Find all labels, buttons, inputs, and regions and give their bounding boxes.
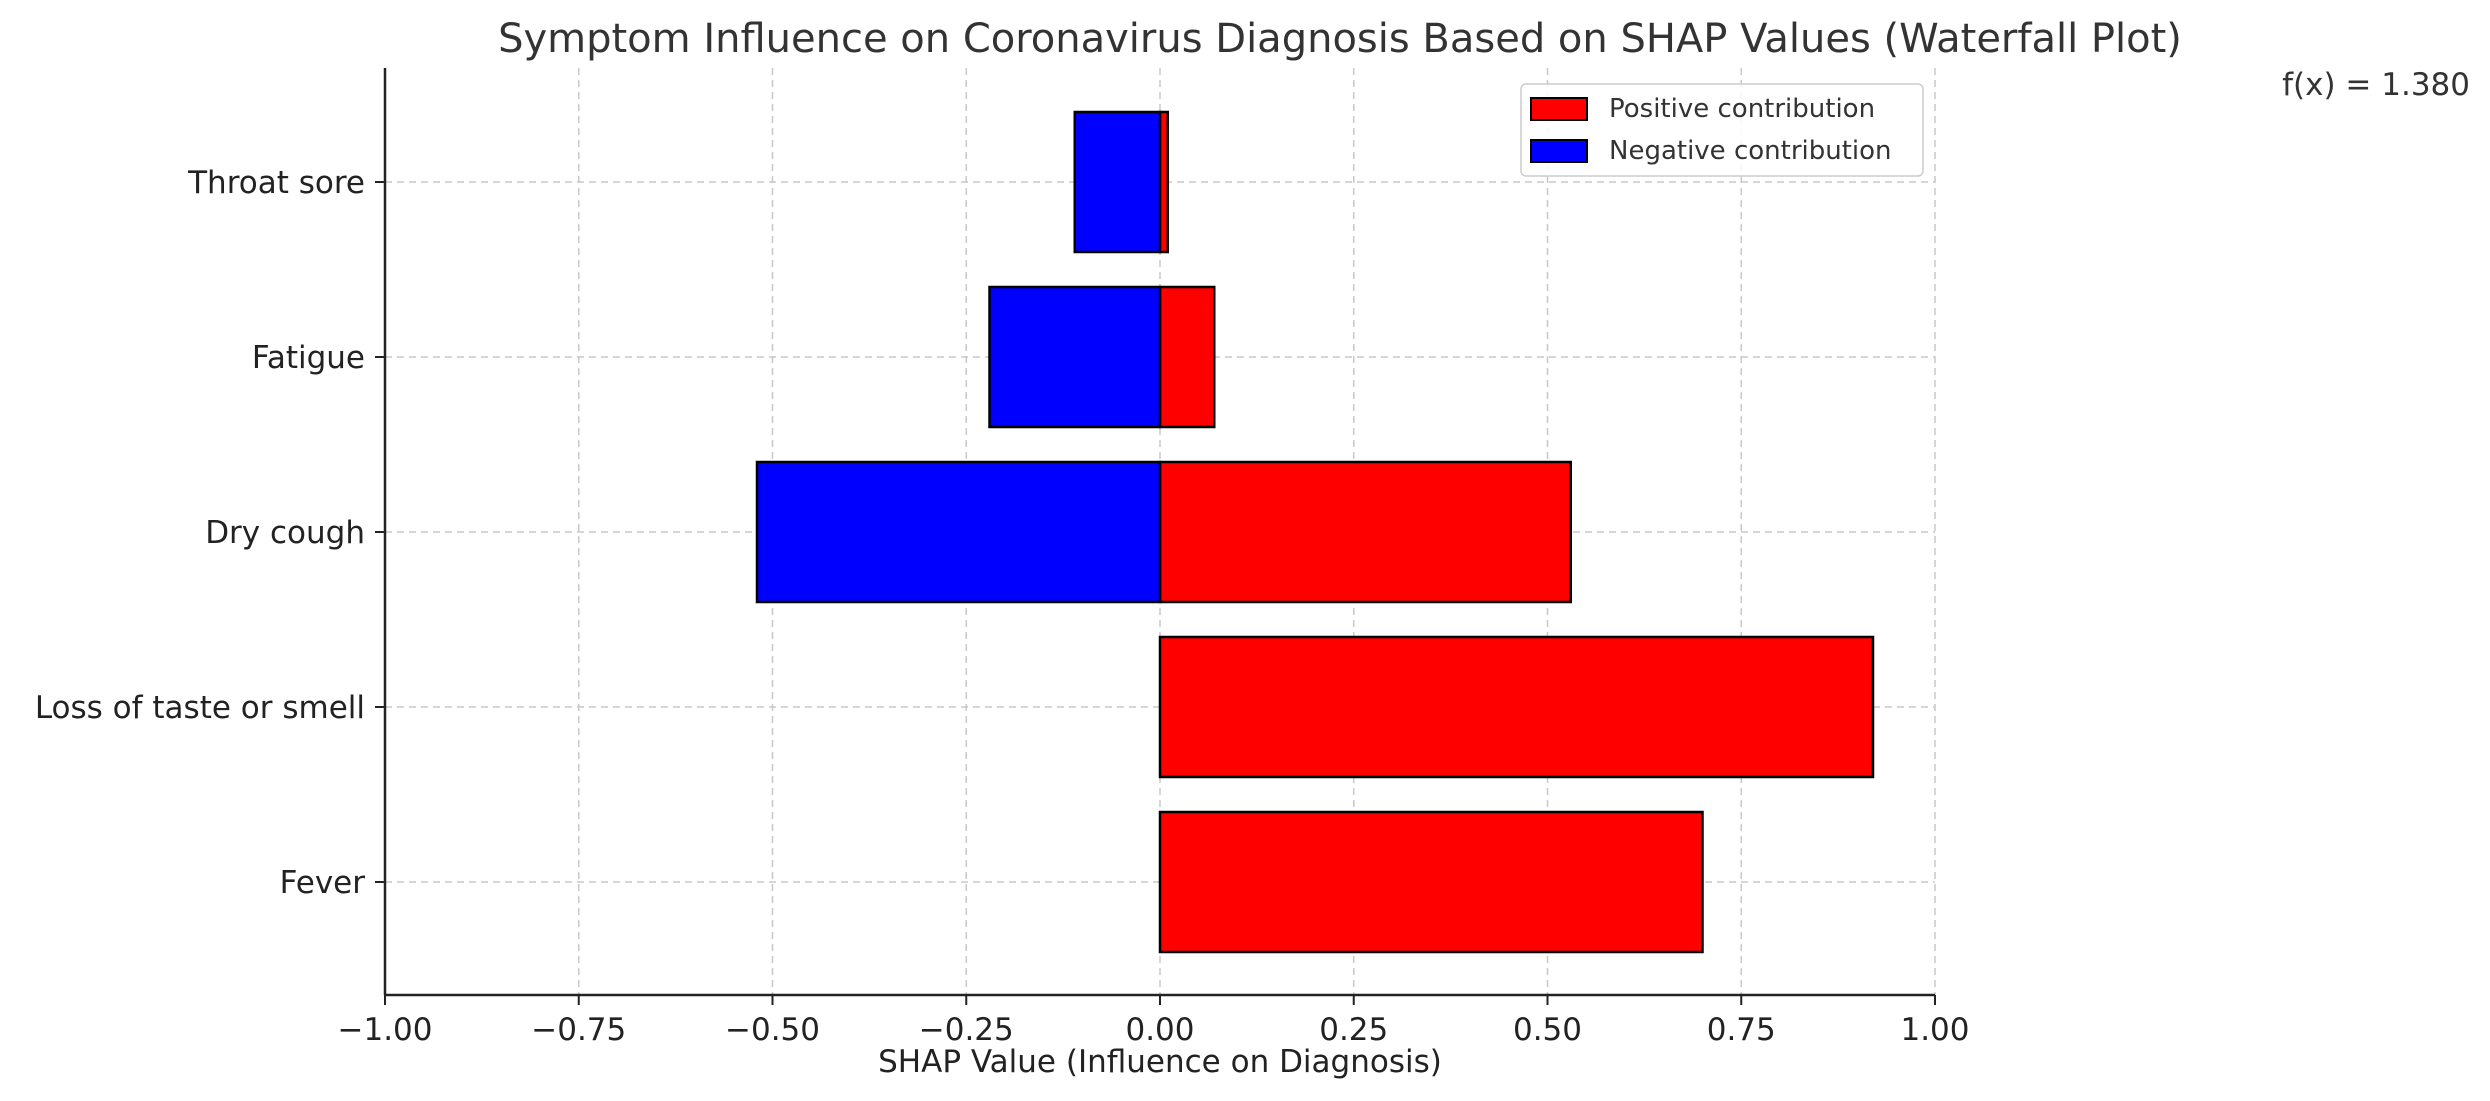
bar-positive <box>1158 285 1216 429</box>
chart-title: Symptom Influence on Coronavirus Diagnos… <box>498 16 2182 62</box>
y-tick-label: Throat sore <box>187 165 365 201</box>
legend-label: Positive contribution <box>1609 94 1875 124</box>
bar-positive <box>1158 460 1572 604</box>
y-tick-label: Loss of taste or smell <box>35 690 365 726</box>
bar-negative <box>988 285 1162 429</box>
bars <box>755 110 1875 954</box>
legend-swatch <box>1530 139 1588 163</box>
tick-labels: −1.00 −0.75 −0.50 −0.25 0.00 0.25 0.50 0.75 1.00… <box>35 165 1970 1048</box>
x-tick-label: −1.00 <box>338 1012 433 1048</box>
x-axis-label: SHAP Value (Influence on Diagnosis) <box>878 1044 1442 1080</box>
x-tick-label: 0.75 <box>1707 1012 1776 1048</box>
bar-negative <box>1073 110 1162 254</box>
bar-positive <box>1158 635 1875 779</box>
x-tick-label: −0.75 <box>531 1012 626 1048</box>
x-tick-label: 0.00 <box>1125 1012 1194 1048</box>
x-tick-label: 0.25 <box>1319 1012 1388 1048</box>
legend: Positive contribution Negative contributi… <box>1520 83 1924 177</box>
bar-positive <box>1158 810 1704 954</box>
x-tick-label: 0.50 <box>1513 1012 1582 1048</box>
y-tick-label: Fever <box>280 865 366 901</box>
legend-label: Negative contribution <box>1609 136 1892 166</box>
y-tick-label: Fatigue <box>252 340 365 376</box>
legend-swatch <box>1530 97 1588 121</box>
y-tick-label: Dry cough <box>205 515 365 551</box>
x-tick-label: 1.00 <box>1900 1012 1969 1048</box>
bar-negative <box>755 460 1162 604</box>
legend-box <box>1520 83 1924 177</box>
fx-annotation: f(x) = 1.380 <box>2282 67 2470 103</box>
x-tick-label: −0.25 <box>919 1012 1014 1048</box>
x-tick-label: −0.50 <box>725 1012 820 1048</box>
axes <box>375 68 1936 1005</box>
